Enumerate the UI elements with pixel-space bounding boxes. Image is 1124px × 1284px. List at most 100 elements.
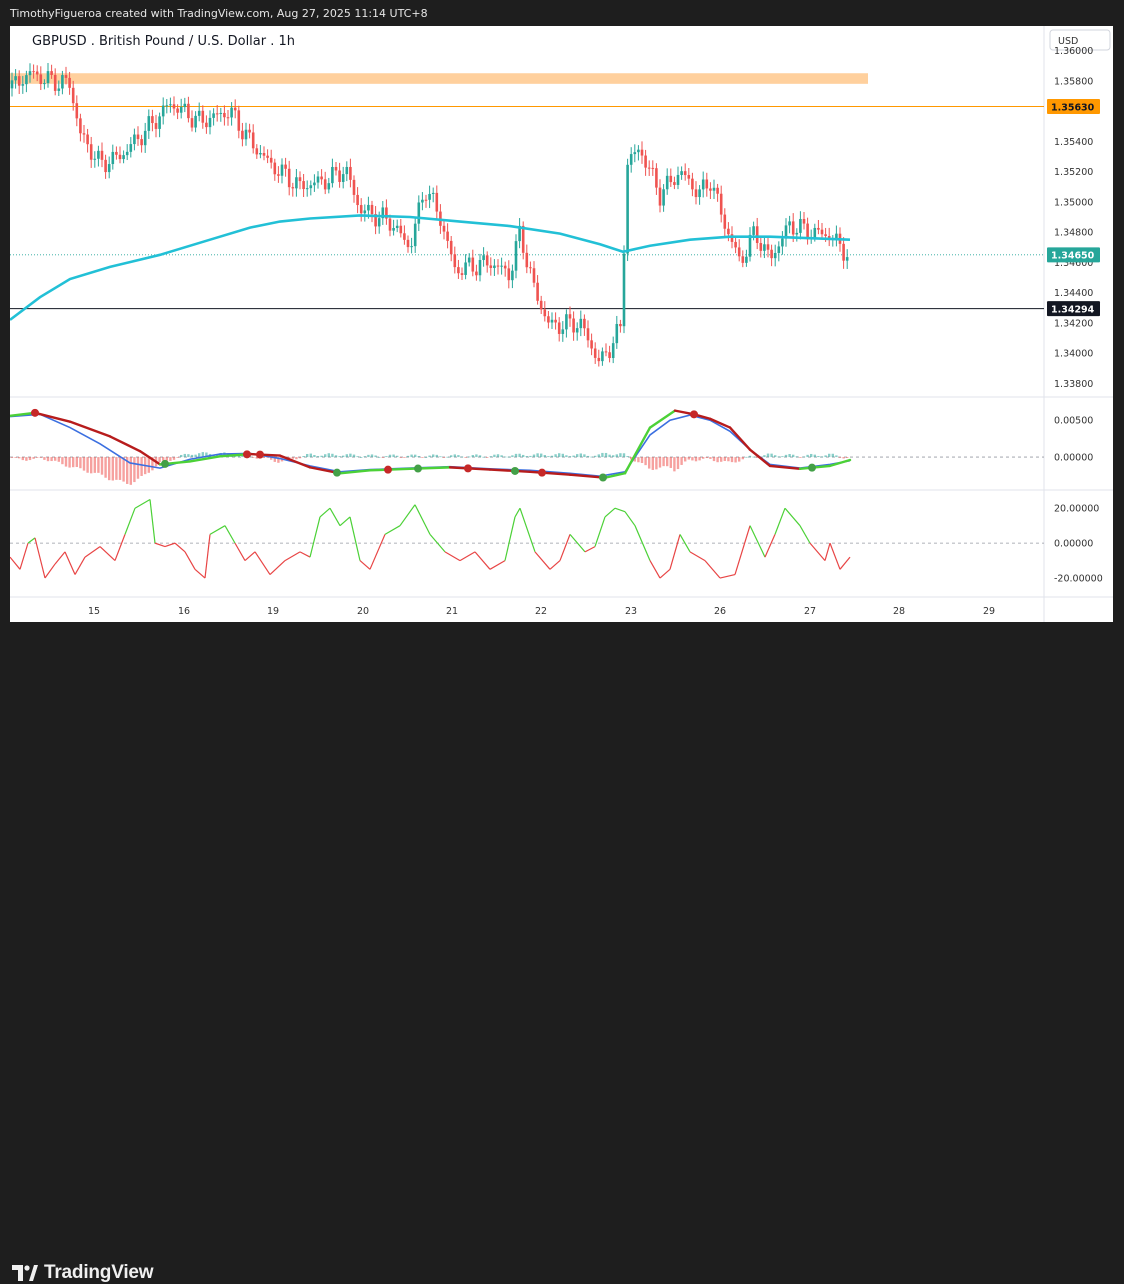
histogram-bar — [32, 457, 35, 459]
histogram-bar — [115, 457, 118, 480]
oscillator-segment — [679, 534, 691, 553]
histogram-bar — [720, 457, 723, 462]
candle-body — [345, 166, 349, 175]
signal-line-segment — [603, 472, 627, 479]
oscillator-segment — [824, 542, 831, 561]
oscillator-segment — [584, 546, 596, 553]
histogram-bar — [345, 454, 348, 458]
oscillator-segment — [634, 525, 651, 561]
watermark-text: TimothyFigueroa created with TradingView… — [10, 7, 428, 20]
price-label-box — [1047, 301, 1100, 317]
cross-dot — [333, 468, 341, 477]
oscillator-segment — [569, 534, 586, 553]
candle-body — [309, 185, 313, 189]
oscillator-segment — [74, 556, 86, 575]
histogram-bar — [302, 456, 305, 458]
candle-body — [550, 319, 554, 323]
histogram-bar — [61, 457, 64, 465]
candle-body — [784, 225, 788, 239]
histogram-bar — [183, 453, 186, 458]
osc-y-tick-label: -20.00000 — [1054, 574, 1103, 585]
candle-body — [586, 328, 590, 341]
candle-body — [327, 183, 331, 190]
candle-body — [100, 150, 104, 160]
histogram-bar — [360, 456, 363, 458]
chart-title: GBPUSD . British Pound / U.S. Dollar . 1… — [32, 34, 295, 49]
candle-body — [161, 105, 165, 117]
candle-body — [723, 214, 727, 229]
candle-body — [244, 129, 248, 140]
histogram-bar — [180, 454, 183, 458]
histogram-bar — [766, 453, 770, 458]
histogram-bar — [72, 457, 75, 468]
candle-body — [320, 176, 323, 180]
histogram-bar — [277, 457, 280, 463]
histogram-bar — [676, 457, 680, 470]
histogram-bar — [712, 457, 716, 462]
histogram-bar — [97, 457, 100, 473]
candle-body — [57, 88, 61, 91]
candle-body — [467, 257, 471, 263]
histogram-bar — [435, 454, 438, 458]
histogram-bar — [813, 454, 816, 458]
histogram-bar — [576, 454, 579, 458]
tradingview-logo[interactable]: TradingView — [12, 1262, 154, 1284]
histogram-bar — [356, 456, 359, 458]
histogram-bar — [446, 456, 449, 458]
candle-body — [169, 104, 172, 106]
oscillator-segment — [209, 525, 226, 535]
histogram-bar — [522, 454, 525, 458]
candle-body — [21, 84, 25, 86]
histogram-bar — [489, 456, 492, 458]
histogram-bar — [349, 453, 352, 458]
candle-body — [50, 71, 53, 75]
candle-body — [662, 189, 665, 206]
candle-body — [457, 267, 460, 274]
candle-body — [35, 71, 39, 75]
candle-body — [507, 268, 511, 281]
histogram-bar — [471, 455, 474, 458]
candle-body — [539, 300, 543, 310]
candle-body — [133, 134, 136, 145]
candle-body — [377, 218, 381, 227]
candle-body — [313, 182, 316, 186]
histogram-bar — [608, 454, 611, 458]
histogram-bar — [550, 455, 554, 458]
oscillator-segment — [534, 551, 551, 570]
histogram-bar — [79, 457, 82, 469]
candle-body — [597, 357, 601, 362]
histogram-bar — [532, 454, 536, 458]
candle-body — [305, 188, 309, 190]
candle-body — [32, 71, 35, 73]
histogram-bar — [824, 455, 827, 458]
candle-body — [183, 103, 187, 108]
candle-body — [334, 166, 338, 171]
oscillator-segment — [839, 556, 851, 570]
y-tick-label: 1.33800 — [1054, 379, 1093, 390]
candle-body — [500, 265, 503, 267]
histogram-bar — [39, 457, 42, 458]
candle-body — [280, 164, 284, 176]
candle-body — [341, 174, 345, 182]
cross-dot — [161, 459, 169, 468]
histogram-bar — [511, 455, 514, 458]
candle-body — [367, 204, 370, 211]
candle-body — [471, 257, 475, 272]
chart-canvas[interactable]: GBPUSD . British Pound / U.S. Dollar . 1… — [10, 26, 1113, 622]
candle-body — [604, 351, 608, 353]
candle-body — [795, 232, 799, 235]
candle-body — [287, 168, 291, 188]
histogram-bar — [457, 455, 460, 458]
brand-name: TradingView — [44, 1262, 154, 1283]
candle-body — [651, 167, 655, 169]
histogram-bar — [698, 457, 701, 461]
candle-body — [262, 153, 266, 156]
histogram-bar — [270, 457, 273, 460]
chart-panel[interactable]: GBPUSD . British Pound / U.S. Dollar . 1… — [10, 26, 1113, 622]
y-tick-label: 1.36000 — [1054, 46, 1093, 57]
oscillator-segment — [234, 542, 246, 561]
histogram-bar — [565, 455, 568, 458]
histogram-bar — [151, 457, 154, 471]
candle-body — [86, 134, 89, 145]
histogram-bar — [482, 456, 485, 458]
